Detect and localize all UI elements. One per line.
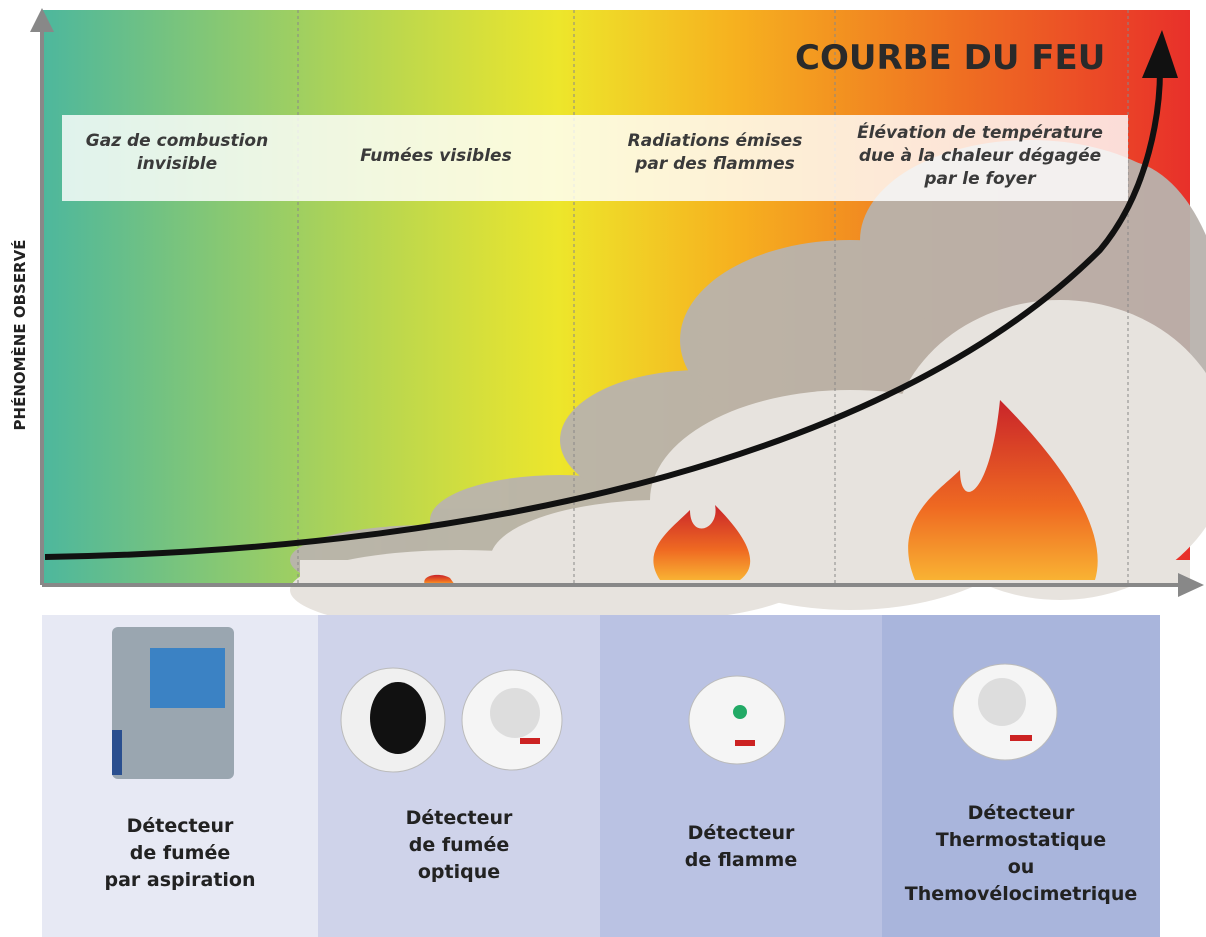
- text-line: due à la chaleur dégagée: [835, 145, 1125, 168]
- page: COURBE DU FEU PHÉNOMÈNE OBSERVÉ Gaz de c…: [0, 0, 1206, 937]
- text-line: de fumée: [318, 832, 600, 859]
- text-line: Themovélocimetrique: [882, 881, 1160, 908]
- y-axis-label: PHÉNOMÈNE OBSERVÉ: [11, 240, 29, 431]
- text-line: Détecteur: [600, 820, 882, 847]
- text-line: Détecteur: [882, 800, 1160, 827]
- text-line: Thermostatique: [882, 827, 1160, 854]
- panel: [600, 615, 882, 937]
- text-line: par aspiration: [62, 867, 298, 894]
- text-line: par des flammes: [590, 153, 840, 176]
- text-line: Gaz de combustion: [62, 130, 292, 153]
- text-line: Élévation de température: [835, 122, 1125, 145]
- chart-title: COURBE DU FEU: [795, 38, 1105, 78]
- text-line: Détecteur: [62, 813, 298, 840]
- aspiration-detector: [112, 627, 234, 779]
- panel: [318, 615, 600, 937]
- text-line: de fumée: [62, 840, 298, 867]
- text-line: optique: [318, 859, 600, 886]
- text-line: Détecteur: [318, 805, 600, 832]
- flame-detector: [689, 676, 785, 764]
- text-line: ou: [882, 854, 1160, 881]
- text-line: Radiations émises: [590, 130, 840, 153]
- text-line: invisible: [62, 153, 292, 176]
- text-line: par le foyer: [835, 168, 1125, 191]
- heat-detector: [953, 664, 1057, 760]
- text-line: Fumées visibles: [300, 145, 572, 168]
- text-line: de flamme: [600, 847, 882, 874]
- phase-label: Fumées visibles: [300, 145, 572, 168]
